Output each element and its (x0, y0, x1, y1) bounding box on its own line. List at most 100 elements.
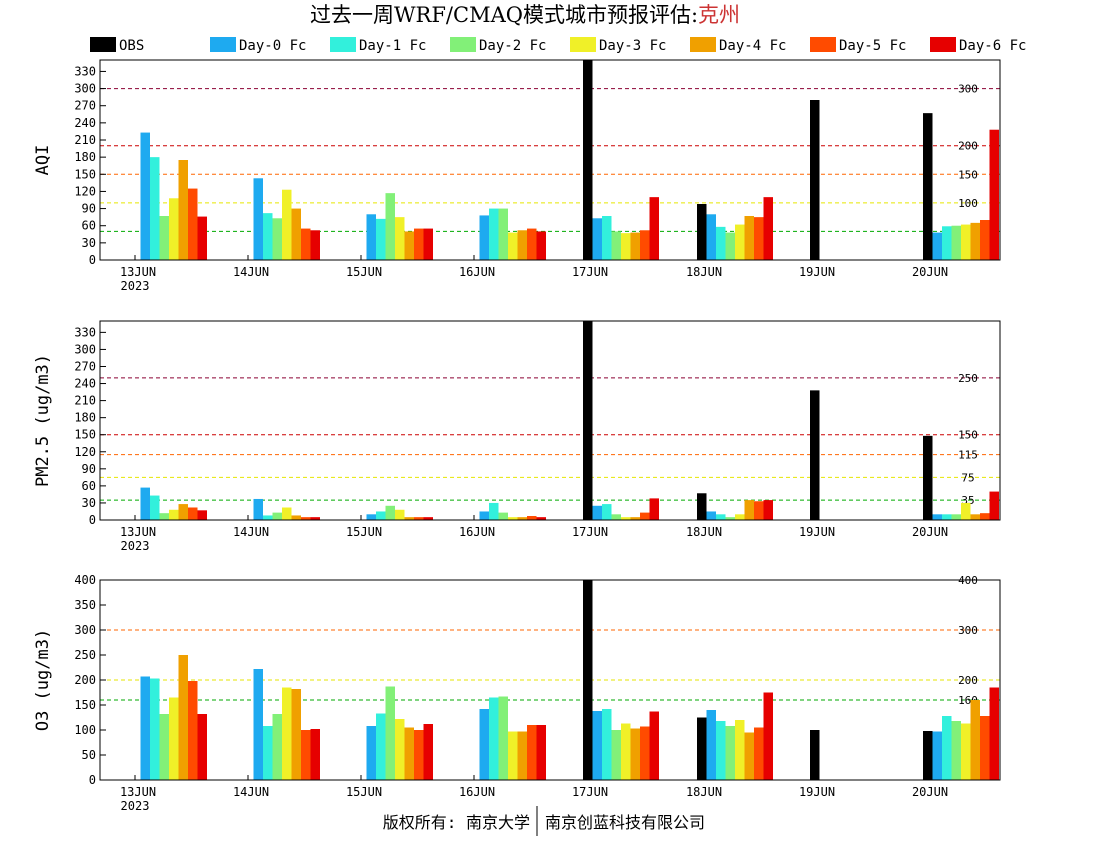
title-city: 克州 (698, 3, 740, 27)
data-bar (301, 517, 311, 520)
data-bar (527, 725, 537, 780)
data-bar (169, 509, 179, 520)
data-bar (140, 676, 150, 780)
data-bar (961, 224, 971, 260)
threshold-label: 100 (958, 197, 978, 210)
data-bar (932, 232, 942, 260)
x-tick-label: 18JUN (686, 785, 722, 799)
data-bar (489, 502, 499, 520)
data-bar (980, 716, 990, 780)
data-bar (395, 719, 405, 780)
data-bar (932, 731, 942, 780)
threshold-label: 200 (958, 140, 978, 153)
data-bar (498, 512, 508, 520)
x-tick-label: 15JUN (346, 785, 382, 799)
data-bar (310, 517, 320, 520)
x-tick-label: 16JUN (459, 525, 495, 539)
x-tick-label: 14JUN (233, 265, 269, 279)
data-bar (282, 507, 292, 520)
data-bar (188, 507, 198, 520)
figure-title: 过去一周WRF/CMAQ模式城市预报评估:克州 (310, 3, 740, 27)
data-bar (253, 498, 263, 520)
title-prefix: 过去一周WRF/CMAQ模式城市预报评估: (310, 3, 698, 27)
data-bar (376, 713, 386, 780)
data-bar (150, 495, 160, 520)
x-tick-label: 19JUN (799, 525, 835, 539)
data-bar (630, 728, 640, 780)
data-bar (159, 714, 169, 780)
y-tick-label: 0 (89, 253, 96, 267)
legend-swatch (570, 37, 596, 52)
x-tick-label: 15JUN (346, 525, 382, 539)
data-bar (395, 509, 405, 520)
data-bar (970, 700, 980, 780)
x-tick-label: 13JUN (120, 525, 156, 539)
data-bar (989, 687, 999, 780)
x-tick-label: 13JUN (120, 785, 156, 799)
data-bar (508, 731, 518, 780)
data-bar (810, 730, 820, 780)
data-bar (602, 709, 612, 780)
data-bar (366, 514, 376, 520)
data-bar (932, 514, 942, 520)
x-tick-label: 13JUN (120, 265, 156, 279)
data-bar (923, 731, 933, 780)
data-bar (942, 716, 952, 780)
x-tick-label: 17JUN (572, 785, 608, 799)
data-bar (527, 516, 537, 520)
data-bar (395, 217, 405, 260)
footer-company: 南京创蓝科技有限公司 (545, 813, 705, 832)
data-bar (754, 727, 764, 780)
data-bar (366, 726, 376, 780)
legend-label: Day-3 Fc (599, 38, 666, 54)
legend-item: Day-4 Fc (690, 37, 786, 54)
x-year-label: 2023 (121, 539, 150, 553)
y-tick-label: 150 (74, 698, 96, 712)
data-bar (697, 717, 707, 780)
data-bar (508, 517, 518, 520)
data-bar (810, 100, 820, 260)
data-bar (763, 197, 773, 260)
legend-label: Day-4 Fc (719, 38, 786, 54)
legend-item: Day-6 Fc (930, 37, 1026, 54)
legend-item: Day-3 Fc (570, 37, 666, 54)
footer-copyright: 版权所有: 南京大学 (383, 813, 530, 832)
data-bar (970, 222, 980, 260)
y-tick-label: 330 (74, 64, 96, 78)
x-year-label: 2023 (121, 279, 150, 293)
data-bar (716, 721, 726, 780)
data-bar (744, 500, 754, 520)
data-bar (489, 208, 499, 260)
data-bar (517, 230, 527, 260)
y-tick-label: 150 (74, 428, 96, 442)
data-bar (923, 435, 933, 520)
data-bar (414, 228, 424, 260)
data-bar (508, 232, 518, 260)
legend-item: OBS (90, 37, 144, 54)
legend-label: Day-6 Fc (959, 38, 1026, 54)
data-bar (602, 504, 612, 520)
data-bar (583, 580, 593, 780)
y-axis-label: PM2.5 (ug/m3) (33, 354, 53, 487)
data-bar (923, 113, 933, 261)
plot-frame (99, 320, 1001, 521)
y-tick-label: 250 (74, 648, 96, 662)
data-bar (754, 501, 764, 520)
threshold-label: 300 (958, 624, 978, 637)
data-bar (611, 514, 621, 520)
data-bar (744, 216, 754, 260)
x-tick-label: 18JUN (686, 265, 722, 279)
y-tick-label: 210 (74, 133, 96, 147)
y-tick-label: 90 (82, 462, 96, 476)
data-bar (479, 215, 489, 260)
y-tick-label: 150 (74, 167, 96, 181)
y-tick-label: 270 (74, 99, 96, 113)
data-bar (282, 687, 292, 780)
x-tick-label: 20JUN (912, 785, 948, 799)
data-bar (301, 730, 311, 780)
y-tick-label: 270 (74, 359, 96, 373)
data-bar (649, 197, 659, 260)
y-tick-label: 330 (74, 325, 96, 339)
data-bar (611, 231, 621, 260)
y-tick-label: 30 (82, 236, 96, 250)
